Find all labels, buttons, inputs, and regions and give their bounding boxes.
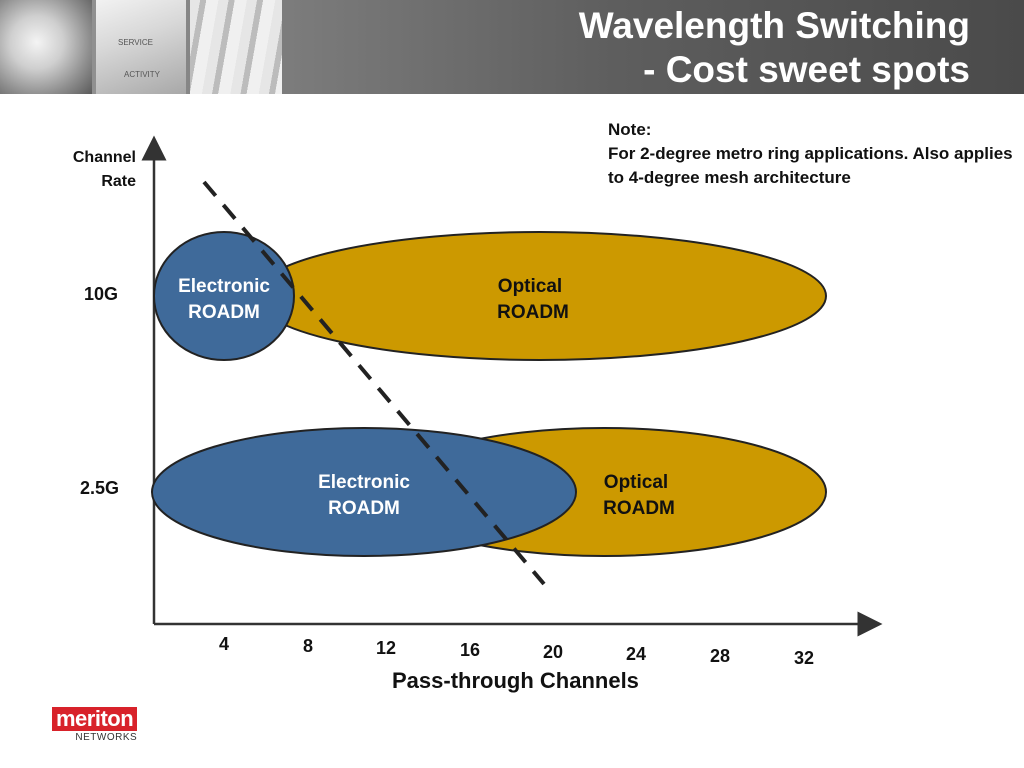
x-tick-24: 24 xyxy=(626,644,647,664)
header-photo-cables xyxy=(190,0,282,94)
label-optical-10g-line1: Optical xyxy=(498,276,562,297)
header-photo-label-service: SERVICE xyxy=(118,38,153,47)
y-tick-2-5g: 2.5G xyxy=(80,478,120,498)
header-photo-strip: SERVICE ACTIVITY xyxy=(0,0,282,94)
x-tick-16: 16 xyxy=(460,640,481,660)
x-tick-4: 4 xyxy=(219,634,230,654)
x-tick-20: 20 xyxy=(543,642,564,662)
label-optical-2-5g-line2: ROADM xyxy=(603,498,675,519)
y-axis-label-line2: Rate xyxy=(101,173,136,190)
logo-subtitle: NETWORKS xyxy=(75,732,138,743)
label-electronic-10g-line1: Electronic xyxy=(178,276,270,297)
label-optical-10g-line2: ROADM xyxy=(497,302,569,323)
header-photo-dial xyxy=(0,0,92,94)
oval-electronic-10g xyxy=(153,231,295,361)
oval-electronic-2-5g xyxy=(151,427,577,557)
x-tick-8: 8 xyxy=(303,636,314,656)
meriton-logo: meriton NETWORKS xyxy=(52,707,138,743)
page-title-line2: - Cost sweet spots xyxy=(643,49,970,90)
x-tick-12: 12 xyxy=(376,638,397,658)
page-title: Wavelength Switching - Cost sweet spots xyxy=(579,4,970,92)
x-tick-28: 28 xyxy=(710,646,731,666)
y-axis-label: Channel Rate xyxy=(58,146,136,194)
label-electronic-2-5g-line1: Electronic xyxy=(318,472,410,493)
header-photo-panel: SERVICE ACTIVITY xyxy=(96,0,186,94)
label-electronic-2-5g-line2: ROADM xyxy=(328,498,400,519)
label-electronic-10g-line2: ROADM xyxy=(188,302,260,323)
note-body: For 2-degree metro ring applications. Al… xyxy=(608,144,1013,187)
x-tick-32: 32 xyxy=(794,648,815,668)
label-optical-2-5g-line1: Optical xyxy=(604,472,668,493)
x-axis-label: Pass-through Channels xyxy=(392,668,639,693)
y-tick-10g: 10G xyxy=(84,284,119,304)
y-axis-label-line1: Channel xyxy=(72,149,136,166)
logo-wordmark: meriton xyxy=(52,707,138,731)
header-photo-label-activity: ACTIVITY xyxy=(124,70,161,79)
header-bar: SERVICE ACTIVITY Wavelength Switching - … xyxy=(0,0,1024,94)
note-box: Note: For 2-degree metro ring applicatio… xyxy=(608,118,1018,190)
page-title-line1: Wavelength Switching xyxy=(578,5,970,46)
note-heading: Note: xyxy=(608,120,652,139)
